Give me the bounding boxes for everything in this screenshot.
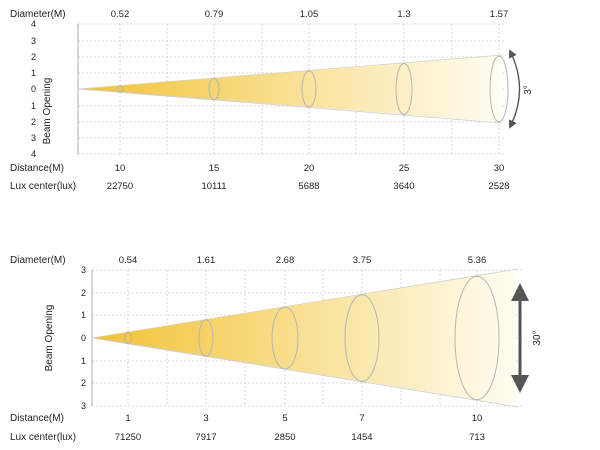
diagram-30-degree: Diameter(M) Beam Opening Distance(M) Lux…	[10, 255, 543, 443]
beam-cross-section	[198, 319, 214, 357]
diameter-label: Diameter(M)	[10, 255, 66, 266]
beam-fill	[92, 270, 516, 406]
y-tick-label: 4	[31, 19, 36, 29]
diameter-value: 1.05	[300, 9, 319, 20]
diameter-value: 1.57	[490, 9, 509, 20]
y-tick-label: 2	[81, 288, 86, 298]
diameter-value: 5.36	[468, 255, 487, 266]
diameter-value: 0.79	[205, 9, 224, 20]
beam-opening-label: Beam Opening	[44, 305, 55, 372]
diagram-3-degree: Diameter(M) Beam Opening Distance(M) Lux…	[10, 9, 534, 192]
lux-value: 2528	[488, 181, 509, 192]
lux-center-label: Lux center(lux)	[10, 432, 76, 443]
distance-value: 10	[472, 413, 483, 424]
distance-value: 1	[125, 413, 130, 424]
y-tick-label: 4	[31, 149, 36, 159]
lux-value: 1454	[351, 432, 372, 443]
beam-cross-section	[208, 77, 220, 101]
lux-value: 2850	[274, 432, 295, 443]
distance-value: 25	[399, 163, 410, 174]
diameter-value: 0.52	[111, 9, 130, 20]
beam-cross-section	[454, 275, 500, 401]
y-tick-label: 3	[31, 133, 36, 143]
diameter-label: Diameter(M)	[10, 9, 66, 20]
diameter-value: 1.3	[397, 9, 410, 20]
lux-value: 3640	[393, 181, 414, 192]
lux-value: 22750	[107, 181, 133, 192]
beam-cross-section	[344, 294, 380, 382]
diameter-value: 3.75	[353, 255, 372, 266]
beam-edge-top	[77, 54, 503, 90]
y-tick-label: 2	[81, 378, 86, 388]
distance-value: 10	[115, 163, 126, 174]
y-tick-label: 0	[81, 333, 86, 343]
beam-cone	[91, 268, 519, 408]
distance-label: Distance(M)	[10, 163, 64, 174]
lux-value: 71250	[115, 432, 141, 443]
distance-value: 30	[494, 163, 505, 174]
y-tick-label: 3	[81, 401, 86, 411]
beam-cross-section	[116, 85, 124, 93]
distance-label: Distance(M)	[10, 413, 64, 424]
beam-opening-label: Beam Opening	[42, 78, 53, 145]
beam-angle-label: 30°	[532, 330, 543, 345]
y-tick-label: 0	[31, 84, 36, 94]
distance-value: 7	[359, 413, 364, 424]
distance-value: 5	[282, 413, 287, 424]
distance-value: 20	[304, 163, 315, 174]
y-tick-label: 1	[81, 310, 86, 320]
beam-cross-section	[271, 306, 299, 370]
y-tick-label: 3	[31, 36, 36, 46]
beam-edge-top	[91, 268, 519, 339]
lux-value: 713	[469, 432, 485, 443]
angle-arc-arrow	[508, 49, 521, 129]
beam-edge-bottom	[91, 337, 519, 408]
lux-value: 5688	[298, 181, 319, 192]
y-tick-label: 2	[31, 52, 36, 62]
data-columns: 0.52 10 22750 0.79 15 10111 1.05 20 5688 1.3 25 364…	[107, 9, 510, 192]
y-axis-ticks: 3 2 1 0 1 2 3	[81, 265, 86, 411]
beam-cone	[77, 54, 503, 124]
data-columns: 0.54 1 71250 1.61 3 7917 2.68 5 2850 3.75 7 1454 5.3…	[115, 255, 500, 443]
y-axis-ticks: 4 3 2 1 0 1 2 3 4	[31, 19, 36, 159]
lux-center-label: Lux center(lux)	[10, 181, 76, 192]
beam-cross-section	[395, 63, 413, 115]
y-tick-label: 1	[81, 356, 86, 366]
y-tick-label: 3	[81, 265, 86, 275]
beam-fill	[78, 56, 500, 122]
diameter-value: 1.61	[197, 255, 216, 266]
beam-cross-section	[124, 331, 132, 345]
distance-value: 3	[203, 413, 208, 424]
y-tick-label: 1	[31, 68, 36, 78]
beam-edge-bottom	[77, 88, 503, 124]
y-tick-label: 1	[31, 101, 36, 111]
beam-cross-section	[301, 70, 317, 108]
diameter-value: 0.54	[119, 255, 138, 266]
beam-cross-section	[489, 55, 509, 123]
y-tick-label: 2	[31, 117, 36, 127]
distance-value: 15	[209, 163, 220, 174]
lux-value: 7917	[195, 432, 216, 443]
lux-value: 10111	[201, 181, 226, 192]
beam-angle-label: 3°	[523, 85, 534, 95]
diameter-value: 2.68	[276, 255, 295, 266]
